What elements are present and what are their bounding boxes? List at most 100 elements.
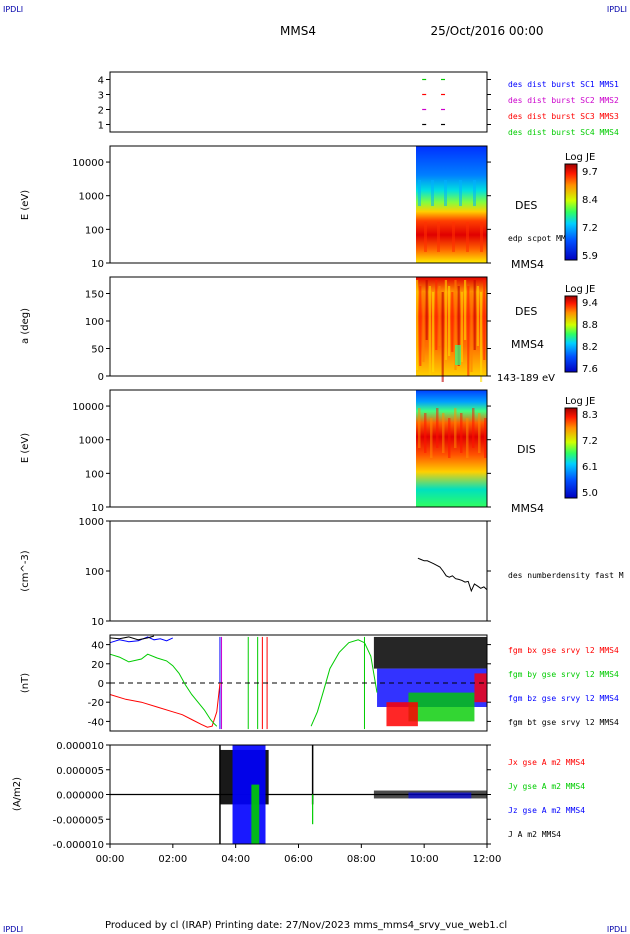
dis-streak-6 — [454, 408, 457, 448]
des-energy-streak-4 — [444, 180, 447, 206]
pitch-angle-sc-label: MMS4 — [511, 338, 544, 351]
burst-ytick-label-0: 4 — [98, 76, 104, 87]
bfield-series-4 — [310, 639, 378, 727]
panel-pitch-angle: 150 100 50 0 a (deg) DES MMS4 143-189 eV Lo… — [20, 276, 598, 384]
dis-colorbar-tick-1: 7.2 — [582, 436, 598, 447]
pitch-angle-energy-range: 143-189 eV — [497, 373, 555, 384]
pitch-streak-3 — [425, 280, 428, 340]
current-jz-burst — [232, 745, 266, 844]
dis-streak-9 — [472, 408, 475, 448]
pitch-colorbar-tick-0: 9.4 — [582, 298, 598, 309]
pitch-streak-17 — [470, 292, 473, 372]
dis-colorbar-tick-3: 5.0 — [582, 488, 598, 499]
bfield-legend-0: fgm bx gse srvy l2 MMS4 — [508, 646, 619, 655]
des-energy-streak-7 — [466, 222, 469, 252]
pitch-ytick-label-0: 150 — [85, 290, 104, 301]
dis-streak-8 — [466, 418, 469, 458]
dis-energy-streaks — [418, 408, 487, 458]
pitch-ytick-label-1: 100 — [85, 317, 104, 328]
current-jy-burst — [251, 784, 260, 844]
burst-legend-3: des dist burst SC4 MMS4 — [508, 128, 619, 137]
pitch-streak-11 — [451, 292, 454, 352]
current-density-bursts — [110, 745, 487, 844]
density-series-0 — [417, 557, 488, 593]
bfield-legend-3: fgm bt gse srvy l2 MMS4 — [508, 718, 619, 727]
dis-streak-2 — [430, 418, 433, 458]
des-energy-ytick-label-1: 1000 — [79, 192, 104, 203]
bfield-series-2 — [109, 636, 174, 644]
bfield-ytick-label-4: -40 — [88, 717, 104, 728]
bfield-ytick-label-0: 40 — [91, 641, 104, 652]
pitch-streak-2 — [422, 292, 425, 362]
bfield-by-block — [408, 692, 475, 722]
dis-energy-ylabel: E (eV) — [20, 433, 31, 463]
corner-label-bottom-left: IPDLI — [3, 925, 23, 934]
pitch-streak-0 — [416, 280, 419, 370]
dis-energy-sc-label: MMS4 — [511, 502, 544, 515]
burst-legend-2: des dist burst SC3 MMS3 — [508, 112, 619, 121]
burst-legend-1: des dist burst SC2 MMS2 — [508, 96, 619, 105]
current-legend-2: Jz gse A m2 MMS4 — [508, 806, 585, 815]
dis-streak-0 — [418, 408, 421, 448]
dis-energy-colorbar — [564, 407, 578, 499]
time-tick-label-0: 00:00 — [96, 854, 125, 865]
des-energy-colorbar-tick-0: 9.7 — [582, 167, 598, 178]
dis-colorbar-tick-0: 8.3 — [582, 410, 598, 421]
des-energy-streak-3 — [437, 222, 440, 252]
des-energy-colorbar-tick-3: 5.9 — [582, 251, 598, 262]
dis-energy-ytick-label-1: 1000 — [79, 436, 104, 447]
pitch-streak-14 — [460, 292, 463, 362]
des-energy-streak-9 — [480, 222, 483, 252]
bfield-series-0 — [109, 682, 221, 728]
pitch-streak-1 — [419, 286, 422, 366]
current-ytick-label-3: -0.000005 — [53, 815, 104, 826]
corner-label-top-right: IPDLI — [607, 5, 627, 14]
footer-text: Produced by cl (IRAP) Printing date: 27/… — [105, 920, 507, 931]
pitch-streak-4 — [428, 286, 431, 376]
panel-des-energy: 10000 1000 100 10 E (eV) DES edp scpot MMS4… — [20, 145, 598, 271]
figure-title: MMS4 — [280, 24, 316, 38]
pitch-angle-streaks — [416, 280, 486, 382]
pitch-streak-21 — [483, 280, 486, 360]
des-energy-streak-0 — [418, 180, 421, 206]
des-energy-streaks — [418, 180, 483, 252]
dis-streak-5 — [448, 418, 451, 458]
des-energy-colorbar-tick-2: 7.2 — [582, 223, 598, 234]
time-tick-label-1: 02:00 — [158, 854, 187, 865]
dis-streak-1 — [424, 413, 427, 453]
burst-legend-0: des dist burst SC1 MMS1 — [508, 80, 619, 89]
des-energy-ylabel: E (eV) — [20, 190, 31, 220]
bfield-ytick-label-1: 20 — [91, 660, 104, 671]
des-energy-streak-6 — [459, 180, 462, 206]
time-tick-label-3: 06:00 — [284, 854, 313, 865]
current-ytick-label-1: 0.000005 — [56, 766, 104, 777]
bfield-turbulent-region — [110, 636, 487, 730]
corner-label-bottom-right: IPDLI — [607, 925, 627, 934]
panel-dis-energy: 10000 1000 100 10 E (eV) DIS MMS4 Log JE 8.… — [20, 389, 598, 515]
dis-energy-ytick-label-3: 10 — [91, 503, 104, 514]
panel-current-density: 0.000010 0.000005 0.000000 -0.000005 -0.0000… — [12, 741, 585, 865]
bfield-series-3 — [109, 635, 155, 641]
dis-energy-heatmap — [416, 390, 487, 507]
pitch-streak-16 — [467, 286, 470, 376]
panel-burst-frame — [109, 71, 488, 133]
density-ytick-label-2: 10 — [91, 617, 104, 628]
panel-density: 1000 100 10 (cm^-3) des numberdensity fast… — [20, 517, 624, 628]
des-energy-streak-8 — [473, 180, 476, 206]
des-energy-colorbar-tick-1: 8.4 — [582, 195, 598, 206]
des-energy-ytick-label-2: 100 — [85, 225, 104, 236]
dis-streak-3 — [436, 408, 439, 448]
pitch-ytick-label-3: 0 — [98, 372, 104, 383]
current-ytick-label-2: 0.000000 — [56, 791, 104, 802]
panel-burst: 4 3 2 1 des dist burst SC1 MMS1 des dist bur… — [98, 71, 619, 137]
current-late-jz — [408, 792, 472, 799]
panel-magnetic-field: 40 20 0 -20 -40 (nT) fgm bx gse srvy l2 MMS4… — [20, 634, 619, 732]
current-ytick-label-0: 0.000010 — [56, 741, 104, 752]
dis-energy-ytick-label-2: 100 — [85, 469, 104, 480]
des-energy-colorbar-title: Log JE — [565, 152, 595, 163]
bfield-bt-block — [373, 636, 487, 669]
edp-scpot-label: edp scpot MMS4 — [508, 234, 576, 243]
pitch-streak-15 — [464, 280, 467, 340]
density-ytick-label-0: 1000 — [79, 517, 104, 528]
